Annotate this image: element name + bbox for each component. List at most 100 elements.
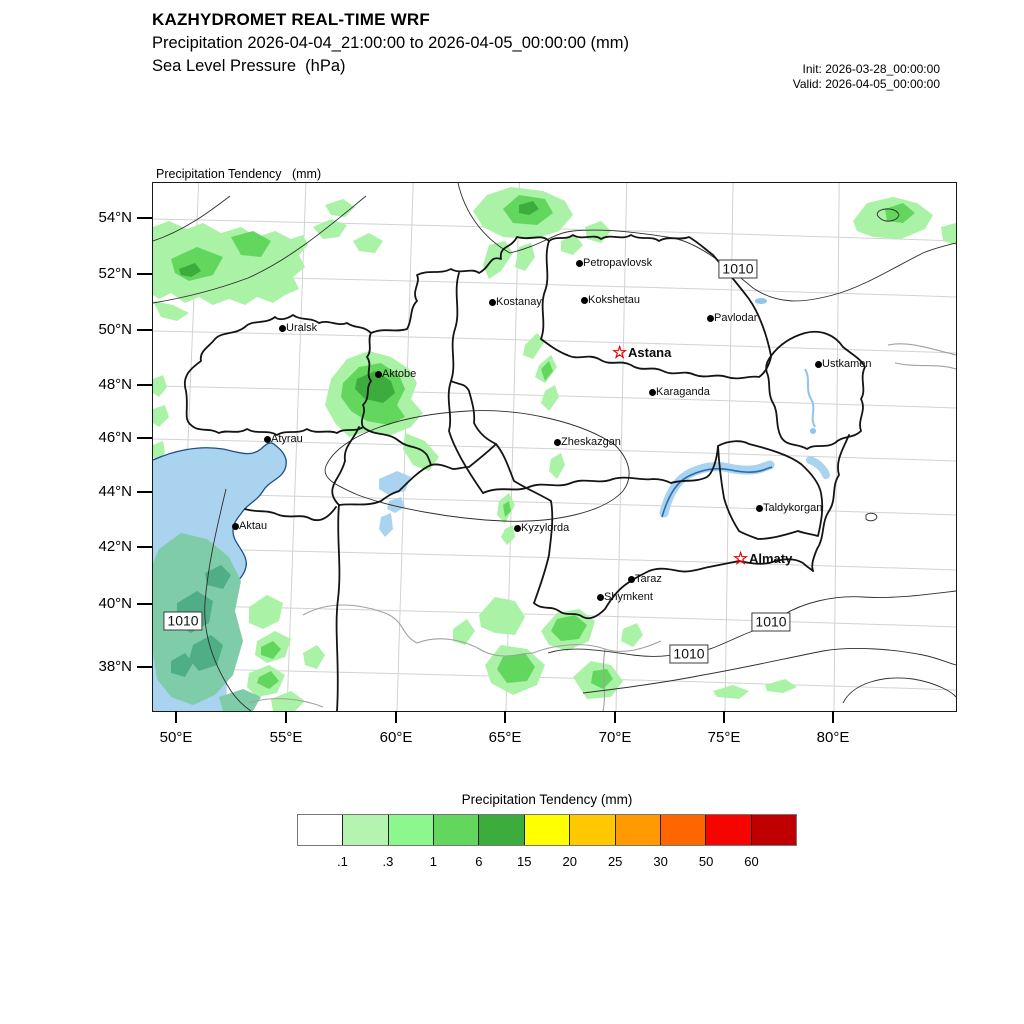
city-dot-icon [488, 298, 496, 306]
city-dot-icon [231, 522, 239, 530]
lon-tick-label: 65°E [488, 729, 522, 746]
meridian-line [615, 183, 628, 711]
lat-tick-mark [137, 546, 152, 548]
legend-tick-labels: .1 .3 1 6 15 20 25 30 50 60 [297, 854, 797, 874]
lon-tick-label: 60°E [379, 729, 413, 746]
legend-color-cell [298, 815, 344, 845]
header: KAZHYDROMET REAL-TIME WRF Precipitation … [152, 8, 792, 78]
pressure-value-label: 1010 [751, 612, 791, 632]
legend-colorbar [297, 814, 797, 846]
lon-tick-mark [723, 711, 725, 723]
lon-tick-label: 75°E [707, 729, 741, 746]
lat-tick-label: 50°N [98, 321, 132, 338]
legend-threshold-label: .3 [382, 854, 394, 869]
legend-threshold-label: 25 [607, 854, 623, 869]
legend-title: Precipitation Tendency (mm) [461, 792, 633, 807]
subtitle-sea-level-pressure: Sea Level Pressure (hPa) [152, 57, 346, 75]
city-label: Uralsk [286, 322, 318, 334]
city-dot-icon [513, 524, 521, 532]
lon-tick-mark [614, 711, 616, 723]
city-dot-icon [627, 575, 635, 583]
run-times: Init: 2026-03-28_00:00:00 Valid: 2026-04… [793, 62, 940, 92]
lat-tick-label: 40°N [98, 595, 132, 612]
city-label: Aktau [239, 520, 268, 532]
page-title: KAZHYDROMET REAL-TIME WRF [152, 10, 430, 29]
valid-time: Valid: 2026-04-05_00:00:00 [792, 77, 940, 91]
lat-tick-mark [137, 666, 152, 668]
city-layer: Petropavlovsk Kostanay Kokshetau Pavlodar Ur… [153, 183, 956, 711]
city-dot-icon [278, 324, 286, 332]
city-dot-icon [596, 593, 604, 601]
city-label: Taraz [635, 573, 662, 585]
subtitle-precipitation: Precipitation 2026-04-04_21:00:00 to 202… [152, 34, 629, 52]
lat-tick-label: 42°N [98, 538, 132, 555]
city-label: Karaganda [656, 386, 710, 398]
city-label: Kokshetau [588, 294, 640, 306]
legend-threshold-label: 50 [698, 854, 714, 869]
legend-threshold-label: 15 [517, 854, 532, 869]
init-time: Init: 2026-03-28_00:00:00 [802, 62, 940, 76]
legend-color-cell [570, 815, 616, 845]
city-label: Ustkamen [822, 358, 872, 370]
lat-tick-label: 44°N [98, 483, 132, 500]
city-dot-icon [755, 504, 763, 512]
precip-medium-shapes [171, 195, 915, 689]
lon-tick-mark [832, 711, 834, 723]
city-label: Kostanay [496, 296, 542, 308]
city-dot-icon [263, 435, 271, 443]
lat-tick-mark [137, 603, 152, 605]
lat-tick-label: 48°N [98, 376, 132, 393]
lat-tick-label: 38°N [98, 658, 132, 675]
city-label: Astana [628, 345, 672, 360]
pressure-value-label: 1010 [718, 259, 758, 279]
region-borders [183, 234, 866, 711]
legend-color-cell [343, 815, 389, 845]
city-label: Shymkent [604, 591, 653, 603]
legend-color-cell [615, 815, 661, 845]
city-dot-icon [648, 388, 656, 396]
legend-color-cell [434, 815, 480, 845]
lat-tick-label: 46°N [98, 429, 132, 446]
legend-color-cell [388, 815, 435, 845]
legend-threshold-label: .1 [337, 854, 348, 869]
city-label: Zheskazgan [561, 436, 621, 448]
legend-color-cell [706, 815, 752, 845]
city-label: Atyrau [271, 433, 303, 445]
city-label: Aktobe [382, 368, 417, 380]
lon-tick-mark [395, 711, 397, 723]
city-dot-icon [374, 370, 382, 378]
city-dot-icon [575, 259, 583, 267]
lon-tick-label: 70°E [598, 729, 632, 746]
lon-tick-mark [504, 711, 506, 723]
map-canvas: 1010 1010 1010 1010 Petropavlovsk Kostanay Ko… [152, 182, 957, 712]
lon-tick-mark [285, 711, 287, 723]
city-dot-icon [553, 438, 561, 446]
city-label: Petropavlovsk [583, 257, 653, 269]
city-dot-icon [814, 360, 822, 368]
lon-tick-label: 80°E [816, 729, 850, 746]
parallel-line [153, 438, 956, 462]
legend-threshold-label: 20 [562, 854, 577, 869]
pressure-value-label: 1010 [163, 611, 203, 631]
lon-tick-label: 55°E [269, 729, 303, 746]
city-label: Kyzylorda [521, 522, 570, 534]
lon-tick-mark [175, 711, 177, 723]
layer-label-precip: Precipitation Tendency (mm) [156, 167, 322, 181]
lat-tick-mark [137, 437, 152, 439]
city-label: Pavlodar [714, 312, 758, 324]
legend-color-cell [751, 815, 796, 845]
small-lake-east [810, 428, 816, 434]
city-dot-icon [580, 296, 588, 304]
city-label: Almaty [749, 551, 793, 566]
legend-color-cell [524, 815, 571, 845]
pressure-label-layer: 1010 1010 1010 1010 [153, 183, 956, 711]
meridian-line [286, 183, 307, 711]
lat-tick-label: 52°N [98, 265, 132, 282]
lake-balkhash-east [806, 456, 830, 479]
legend-threshold-label: 6 [475, 854, 483, 869]
lat-tick-mark [137, 273, 152, 275]
city-label: Taldykorgan [763, 502, 823, 514]
small-lake-northeast [755, 298, 767, 304]
lat-tick-mark [137, 384, 152, 386]
